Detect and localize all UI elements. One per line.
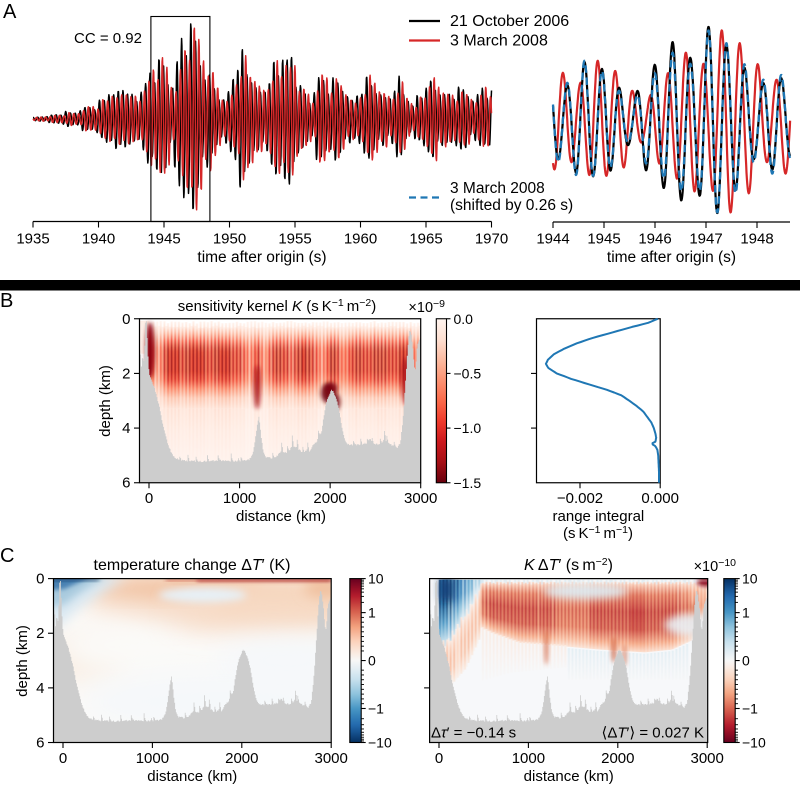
svg-text:1947: 1947 — [689, 231, 722, 248]
svg-text:1000: 1000 — [136, 750, 169, 767]
svg-text:range integral: range integral — [553, 508, 645, 525]
svg-text:1965: 1965 — [409, 231, 442, 248]
svg-text:distance (km): distance (km) — [147, 768, 237, 785]
svg-text:1: 1 — [742, 605, 750, 621]
svg-text:0: 0 — [59, 750, 67, 767]
svg-text:0: 0 — [36, 571, 44, 588]
svg-text:3000: 3000 — [404, 490, 437, 507]
svg-text:1: 1 — [368, 605, 376, 621]
svg-text:−1: −1 — [368, 701, 384, 717]
svg-text:1945: 1945 — [147, 231, 180, 248]
svg-text:distance (km): distance (km) — [524, 768, 614, 785]
svg-text:Δτ′ = −0.14 s: Δτ′ = −0.14 s — [431, 725, 516, 742]
svg-text:−0.5: −0.5 — [454, 365, 482, 381]
svg-text:6: 6 — [122, 475, 130, 492]
svg-text:A: A — [3, 1, 17, 23]
svg-text:1946: 1946 — [638, 231, 671, 248]
svg-text:C: C — [0, 545, 14, 567]
svg-text:(shifted by 0.26 s): (shifted by 0.26 s) — [450, 197, 573, 214]
svg-text:time after origin (s): time after origin (s) — [197, 249, 326, 266]
svg-text:−0.002: −0.002 — [557, 490, 603, 507]
svg-text:10: 10 — [742, 571, 758, 587]
svg-text:1948: 1948 — [740, 231, 773, 248]
svg-text:0.0: 0.0 — [454, 311, 474, 327]
svg-text:4: 4 — [36, 680, 44, 697]
svg-text:1935: 1935 — [16, 231, 49, 248]
svg-text:3 March 2008: 3 March 2008 — [450, 180, 545, 197]
svg-text:1944: 1944 — [536, 231, 569, 248]
svg-text:4: 4 — [122, 420, 130, 437]
svg-text:−10: −10 — [742, 735, 766, 751]
svg-text:3000: 3000 — [691, 750, 724, 767]
svg-text:temperature change ΔT′ (K): temperature change ΔT′ (K) — [94, 557, 291, 574]
svg-text:depth (km): depth (km) — [97, 365, 114, 437]
svg-text:6: 6 — [36, 735, 44, 752]
svg-text:2: 2 — [122, 365, 130, 382]
svg-text:1945: 1945 — [587, 231, 620, 248]
svg-text:1970: 1970 — [475, 231, 508, 248]
svg-text:−1: −1 — [742, 701, 758, 717]
svg-text:1000: 1000 — [512, 750, 545, 767]
svg-text:0: 0 — [122, 311, 130, 328]
svg-text:1960: 1960 — [344, 231, 377, 248]
svg-text:1950: 1950 — [213, 231, 246, 248]
svg-text:3000: 3000 — [315, 750, 348, 767]
svg-text:10: 10 — [368, 571, 384, 587]
svg-text:1940: 1940 — [82, 231, 115, 248]
svg-text:0: 0 — [368, 653, 376, 669]
svg-text:distance (km): distance (km) — [236, 508, 326, 525]
svg-text:⟨ΔT′⟩ = 0.027 K: ⟨ΔT′⟩ = 0.027 K — [601, 725, 704, 742]
svg-text:time after origin (s): time after origin (s) — [607, 249, 736, 266]
svg-text:K ΔT′ (s m−2): K ΔT′ (s m−2) — [524, 556, 613, 574]
svg-text:−1.0: −1.0 — [454, 420, 482, 436]
svg-text:1955: 1955 — [278, 231, 311, 248]
svg-text:−10: −10 — [368, 735, 392, 751]
svg-text:depth (km): depth (km) — [14, 625, 31, 697]
svg-text:−1.5: −1.5 — [454, 475, 482, 491]
svg-text:2000: 2000 — [601, 750, 634, 767]
svg-text:(s K−1 m−1): (s K−1 m−1) — [563, 524, 633, 542]
svg-text:0: 0 — [742, 653, 750, 669]
svg-text:CC = 0.92: CC = 0.92 — [74, 30, 142, 47]
svg-text:B: B — [0, 290, 13, 312]
svg-text:3 March 2008: 3 March 2008 — [450, 33, 548, 50]
svg-text:21 October 2006: 21 October 2006 — [450, 13, 569, 30]
svg-text:sensitivity kernel K (s K−1 m−: sensitivity kernel K (s K−1 m−2) — [178, 297, 376, 315]
svg-text:0: 0 — [145, 490, 153, 507]
svg-text:2000: 2000 — [313, 490, 346, 507]
svg-text:2: 2 — [36, 625, 44, 642]
svg-text:0.000: 0.000 — [641, 490, 679, 507]
svg-text:2000: 2000 — [225, 750, 258, 767]
svg-text:1000: 1000 — [223, 490, 256, 507]
svg-text:0: 0 — [435, 750, 443, 767]
